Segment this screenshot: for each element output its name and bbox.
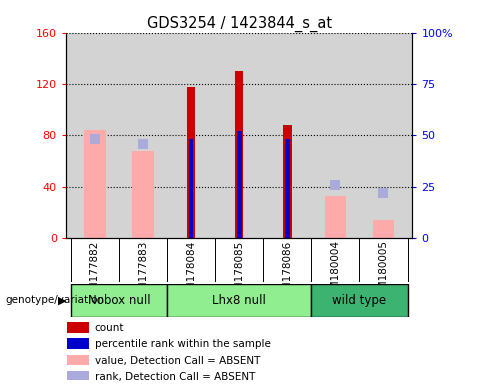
Text: GDS3254 / 1423844_s_at: GDS3254 / 1423844_s_at bbox=[146, 16, 332, 32]
Text: GSM178084: GSM178084 bbox=[186, 240, 196, 303]
Bar bbox=[188, 139, 193, 238]
Text: GSM178085: GSM178085 bbox=[234, 240, 244, 303]
Bar bbox=[237, 131, 242, 238]
Text: genotype/variation: genotype/variation bbox=[5, 295, 104, 305]
Bar bbox=[84, 130, 105, 238]
Text: percentile rank within the sample: percentile rank within the sample bbox=[95, 339, 270, 349]
Bar bbox=[235, 71, 244, 238]
Bar bbox=[71, 284, 167, 317]
Text: Lhx8 null: Lhx8 null bbox=[212, 294, 266, 307]
Bar bbox=[373, 220, 394, 238]
Text: ▶: ▶ bbox=[58, 295, 66, 305]
Text: Nobox null: Nobox null bbox=[87, 294, 150, 307]
Text: rank, Detection Call = ABSENT: rank, Detection Call = ABSENT bbox=[95, 372, 255, 382]
Text: GSM177883: GSM177883 bbox=[138, 240, 148, 304]
Text: GSM177882: GSM177882 bbox=[90, 240, 100, 304]
Text: GSM178086: GSM178086 bbox=[282, 240, 292, 303]
Text: value, Detection Call = ABSENT: value, Detection Call = ABSENT bbox=[95, 356, 260, 366]
Text: GSM180004: GSM180004 bbox=[330, 240, 340, 303]
Text: count: count bbox=[95, 323, 124, 333]
Bar bbox=[167, 284, 311, 317]
Bar bbox=[66, 339, 89, 349]
Bar bbox=[132, 151, 154, 238]
Bar bbox=[66, 323, 89, 333]
Bar bbox=[285, 139, 290, 238]
Text: wild type: wild type bbox=[332, 294, 386, 307]
Bar bbox=[66, 371, 89, 381]
Bar bbox=[311, 284, 407, 317]
Bar bbox=[66, 354, 89, 365]
Bar bbox=[283, 125, 291, 238]
Bar bbox=[325, 196, 346, 238]
Text: GSM180005: GSM180005 bbox=[379, 240, 388, 303]
Bar bbox=[187, 86, 195, 238]
